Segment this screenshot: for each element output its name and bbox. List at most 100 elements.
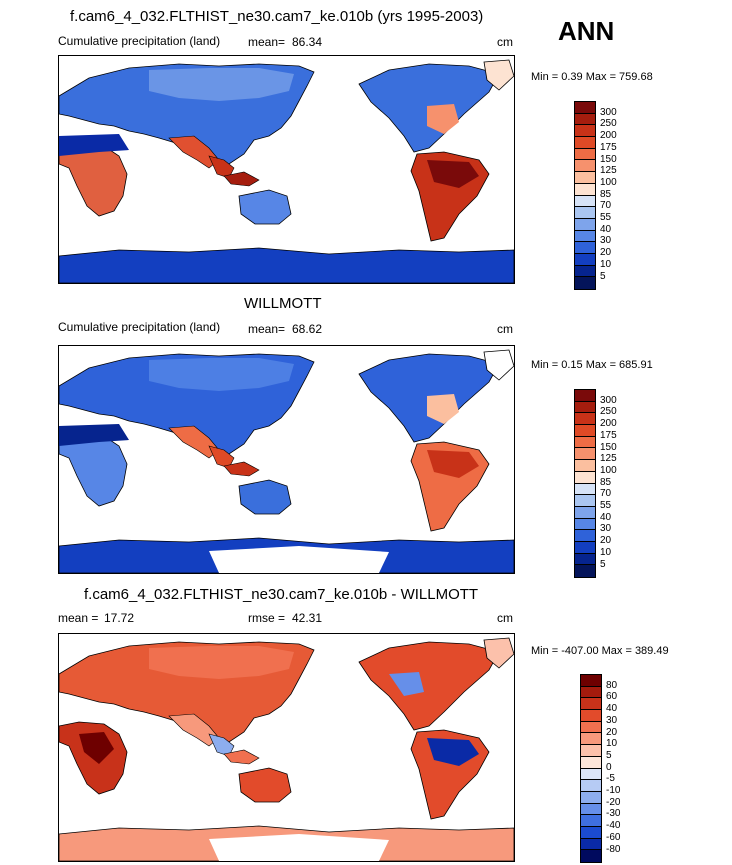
panel3-minmax: Min = -407.00 Max = 389.49	[531, 645, 669, 657]
sahara-land	[59, 424, 129, 446]
colorbar-swatch	[581, 745, 601, 757]
colorbar-swatch	[581, 780, 601, 792]
colorbar-swatch	[581, 675, 601, 687]
panel2-map	[58, 345, 515, 574]
panel1-mean-value: 86.34	[292, 35, 323, 49]
colorbar-tick-label: 10	[600, 258, 612, 270]
colorbar-swatch	[575, 413, 595, 426]
colorbar-swatch	[581, 721, 601, 734]
indonesia-land	[223, 461, 260, 477]
colorbar-tick-label: -40	[606, 820, 621, 832]
antarctica-interior	[209, 834, 389, 861]
colorbar-swatch	[575, 265, 595, 278]
season-label: ANN	[558, 16, 615, 46]
siberia-land	[149, 358, 294, 391]
colorbar-swatch	[581, 826, 601, 839]
colorbar-swatch	[575, 277, 595, 289]
colorbar-swatch	[575, 207, 595, 219]
colorbar-tick-label: 250	[600, 406, 617, 418]
colorbar-swatch	[575, 390, 595, 402]
panel1-map	[58, 55, 515, 284]
amazon-land	[427, 450, 479, 478]
colorbar-swatch	[575, 565, 595, 577]
colorbar-tick-label: 150	[600, 441, 617, 453]
colorbar-swatch	[575, 137, 595, 149]
panel2-map-svg	[59, 349, 514, 573]
colorbar-swatch	[575, 125, 595, 138]
siberia-land	[149, 68, 294, 101]
indonesia-land	[223, 749, 260, 765]
colorbar-tick-label: 5	[600, 558, 606, 570]
colorbar-swatch	[581, 838, 601, 851]
colorbar-tick-label: -5	[606, 773, 615, 785]
panel2-minmax: Min = 0.15 Max = 685.91	[531, 359, 653, 371]
colorbar-tick-label: 20	[600, 535, 612, 547]
colorbar-tick-label: -60	[606, 831, 621, 843]
colorbar-swatch	[581, 768, 601, 781]
australia-land	[238, 479, 292, 515]
colorbar-swatch	[581, 850, 601, 862]
colorbar-swatch	[575, 425, 595, 437]
antarctica-interior	[209, 546, 389, 573]
colorbar-tick-label: 70	[600, 488, 612, 500]
indonesia-land	[223, 171, 260, 187]
colorbar-tick-label: 20	[600, 247, 612, 259]
colorbar-swatch	[581, 686, 601, 699]
panel3-rmse-label: rmse =	[248, 611, 286, 625]
colorbar-swatch	[575, 471, 595, 484]
colorbar-swatch	[575, 113, 595, 126]
colorbar-tick-label: 30	[600, 523, 612, 535]
panel1-title: f.cam6_4_032.FLTHIST_ne30.cam7_ke.010b (…	[70, 8, 484, 25]
colorbar-tick-label: 55	[600, 212, 612, 223]
colorbar-swatch	[575, 253, 595, 266]
sahara-land	[59, 134, 129, 156]
colorbar-tick-label: -10	[606, 785, 621, 796]
panel1-mean-label: mean=	[248, 35, 286, 49]
colorbar-tick-label: 200	[600, 418, 617, 430]
colorbar-tick-label: 0	[606, 761, 612, 773]
colorbar-swatch	[575, 242, 595, 254]
colorbar-swatch	[581, 815, 601, 827]
colorbar-tick-label: 300	[600, 394, 617, 406]
se-asia-land	[208, 445, 235, 469]
colorbar-swatch	[575, 506, 595, 519]
colorbar-tick-label: 80	[606, 679, 618, 691]
colorbar-tick-label: 40	[600, 511, 612, 523]
colorbar-tick-label: 40	[600, 223, 612, 235]
australia-land	[238, 767, 292, 803]
colorbar-tick-label: 10	[606, 738, 618, 750]
western-us-land	[389, 672, 424, 696]
eastern-us-land	[427, 394, 459, 424]
colorbar-tick-label: 10	[600, 546, 612, 558]
se-asia-land	[208, 155, 235, 179]
panel1-colorbar	[574, 101, 596, 290]
panel3-rmse-value: 42.31	[292, 611, 323, 625]
panel3-map	[58, 633, 515, 862]
colorbar-swatch	[575, 183, 595, 196]
colorbar-swatch	[575, 495, 595, 507]
colorbar-swatch	[575, 172, 595, 184]
panel1-map-svg	[59, 59, 514, 283]
panel2-variable-label: Cumulative precipitation (land)	[58, 320, 221, 334]
greenland-land	[483, 637, 514, 669]
colorbar-tick-label: -80	[606, 843, 621, 855]
colorbar-swatch	[575, 518, 595, 531]
colorbar-tick-label: 30	[606, 714, 618, 726]
amazon-land	[427, 160, 479, 188]
colorbar-tick-label: 55	[600, 500, 612, 511]
panel2-title: WILLMOTT	[244, 295, 322, 312]
colorbar-swatch	[575, 483, 595, 496]
colorbar-tick-label: 250	[600, 118, 617, 130]
colorbar-swatch	[575, 553, 595, 566]
australia-land	[238, 189, 292, 225]
greenland-land	[483, 349, 514, 381]
colorbar-tick-label: -20	[606, 796, 621, 808]
colorbar-swatch	[575, 460, 595, 472]
panel3-colorbar	[580, 674, 602, 863]
colorbar-swatch	[575, 195, 595, 208]
panel2-mean-label: mean=	[248, 322, 286, 336]
panel2-mean-value: 68.62	[292, 322, 323, 336]
colorbar-tick-label: 200	[600, 130, 617, 142]
panel3-title: f.cam6_4_032.FLTHIST_ne30.cam7_ke.010b -…	[84, 586, 479, 603]
se-asia-land	[208, 733, 235, 757]
